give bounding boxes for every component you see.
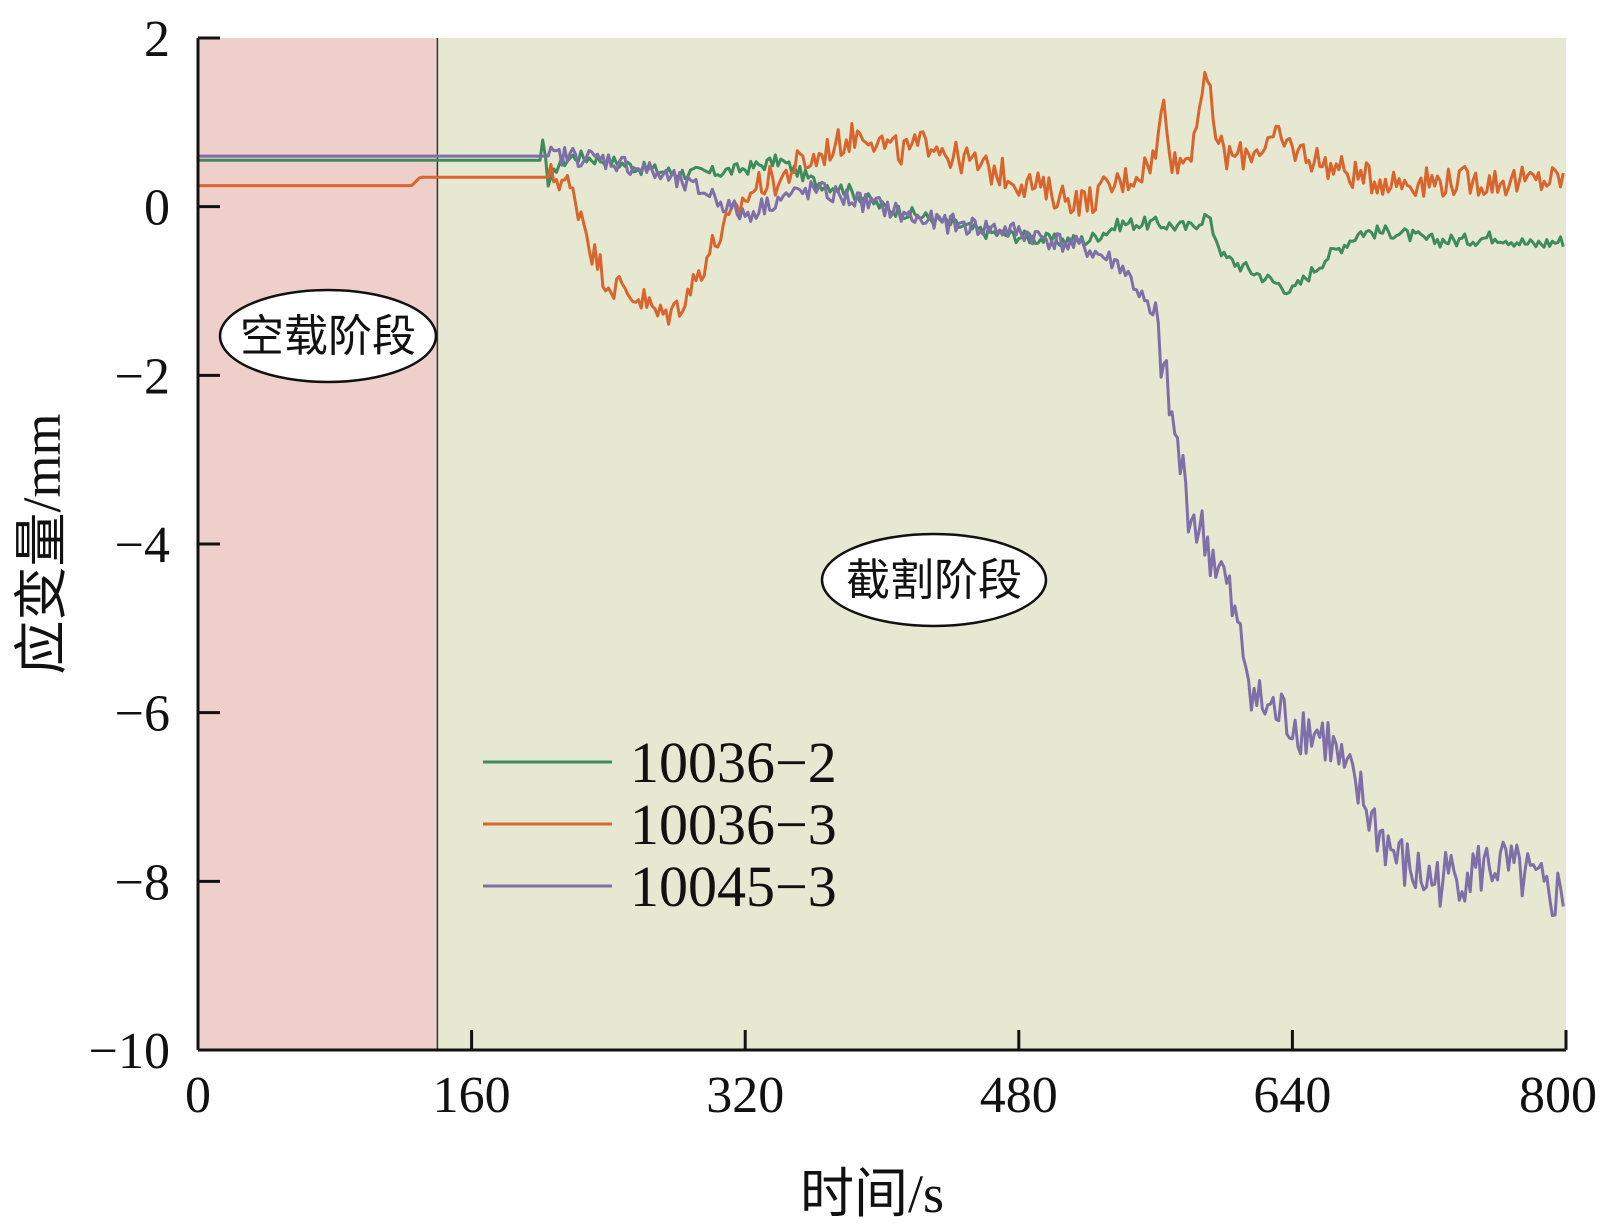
y-tick-label-5: −8 <box>115 854 170 911</box>
phase-label-ellipse-1 <box>820 532 1048 628</box>
phase-region-0 <box>198 38 438 1050</box>
y-tick-label-1: 0 <box>144 180 170 237</box>
x-tick-label-3: 480 <box>980 1067 1058 1124</box>
phase-label-text-1: 截割阶段 <box>846 556 1022 605</box>
y-tick-label-2: −2 <box>115 348 170 405</box>
phase-label-text-0: 空载阶段 <box>240 312 416 361</box>
series-line-2 <box>198 145 1565 917</box>
y-tick-label-3: −4 <box>115 517 170 574</box>
x-tick-label-4: 640 <box>1253 1067 1331 1124</box>
x-axis-title: 时间/s <box>800 1164 944 1224</box>
tick-marks: 0 160 320 480 640 800 2 0 −2 −4 −6 −8 −10 <box>89 11 1597 1124</box>
y-tick-label-6: −10 <box>89 1023 170 1080</box>
y-axis-title: 应变量/mm <box>12 413 72 674</box>
y-tick-label-4: −6 <box>115 686 170 743</box>
x-tick-label-0: 0 <box>185 1067 211 1124</box>
x-tick-label-1: 160 <box>433 1067 511 1124</box>
legend-label-2: 10045−3 <box>630 854 837 919</box>
y-tick-label-0: 2 <box>144 11 170 68</box>
series-line-1 <box>198 70 1565 326</box>
x-tick-label-2: 320 <box>706 1067 784 1124</box>
x-tick-label-5: 800 <box>1519 1067 1597 1124</box>
legend-label-0: 10036−2 <box>630 730 837 795</box>
phase-label-ellipse-0 <box>218 288 438 384</box>
legend-label-1: 10036−3 <box>630 792 837 857</box>
series-lines <box>198 70 1565 917</box>
